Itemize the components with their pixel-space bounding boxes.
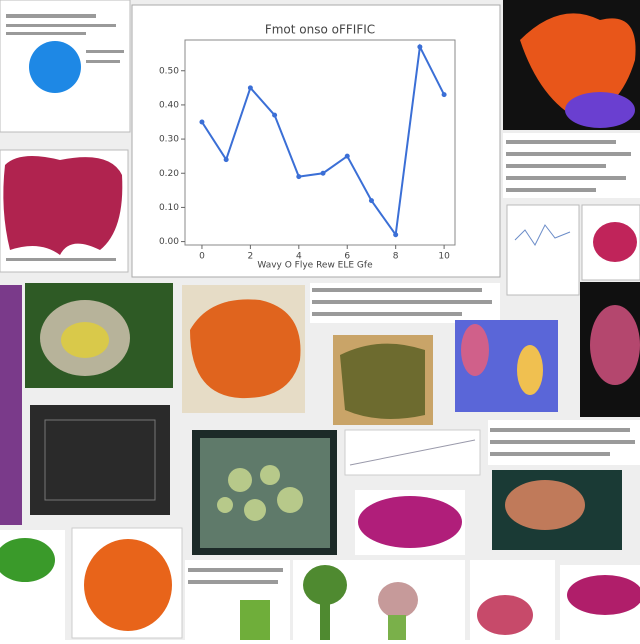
point <box>272 112 278 118</box>
panel <box>470 560 555 640</box>
panel <box>0 149 129 273</box>
point <box>368 198 374 204</box>
panel <box>71 527 183 639</box>
panel <box>192 430 337 555</box>
panel <box>560 565 640 640</box>
x-tick-label: 8 <box>393 252 399 262</box>
panel <box>25 283 173 388</box>
panel <box>333 335 433 425</box>
panel <box>506 204 640 296</box>
panel <box>310 283 500 323</box>
point <box>223 157 229 163</box>
x-tick-label: 6 <box>344 252 350 262</box>
panel <box>0 0 131 133</box>
panel <box>503 0 640 130</box>
x-tick-label: 0 <box>199 252 205 262</box>
point <box>417 44 423 50</box>
panel <box>455 320 558 412</box>
panel <box>0 285 22 525</box>
x-axis-label: Wavy O Flye Rew ELE Gfe <box>257 261 373 271</box>
panel <box>503 133 640 198</box>
point <box>393 232 399 238</box>
panel <box>182 285 305 413</box>
x-tick-label: 2 <box>248 252 254 262</box>
y-tick-label: 0.10 <box>159 203 179 213</box>
y-tick-label: 0.00 <box>159 237 179 247</box>
point <box>344 153 350 159</box>
point <box>441 92 447 98</box>
plot-area <box>184 39 456 246</box>
panel <box>344 429 481 555</box>
chart-title: Fmot onso oFFIFIC <box>265 23 375 37</box>
panel <box>293 560 465 640</box>
chart-panel <box>131 4 501 278</box>
y-tick-label: 0.30 <box>159 135 179 145</box>
panel <box>30 405 170 515</box>
point <box>296 174 302 180</box>
point <box>320 170 326 176</box>
x-tick-label: 10 <box>438 252 450 262</box>
point <box>199 119 205 125</box>
panel <box>185 560 290 640</box>
panel <box>580 282 640 417</box>
panel <box>0 530 65 640</box>
x-tick-label: 4 <box>296 252 302 262</box>
point <box>247 85 253 91</box>
panel <box>488 420 640 550</box>
y-tick-label: 0.40 <box>159 100 179 110</box>
y-tick-label: 0.20 <box>159 169 179 179</box>
y-tick-label: 0.50 <box>159 66 179 76</box>
